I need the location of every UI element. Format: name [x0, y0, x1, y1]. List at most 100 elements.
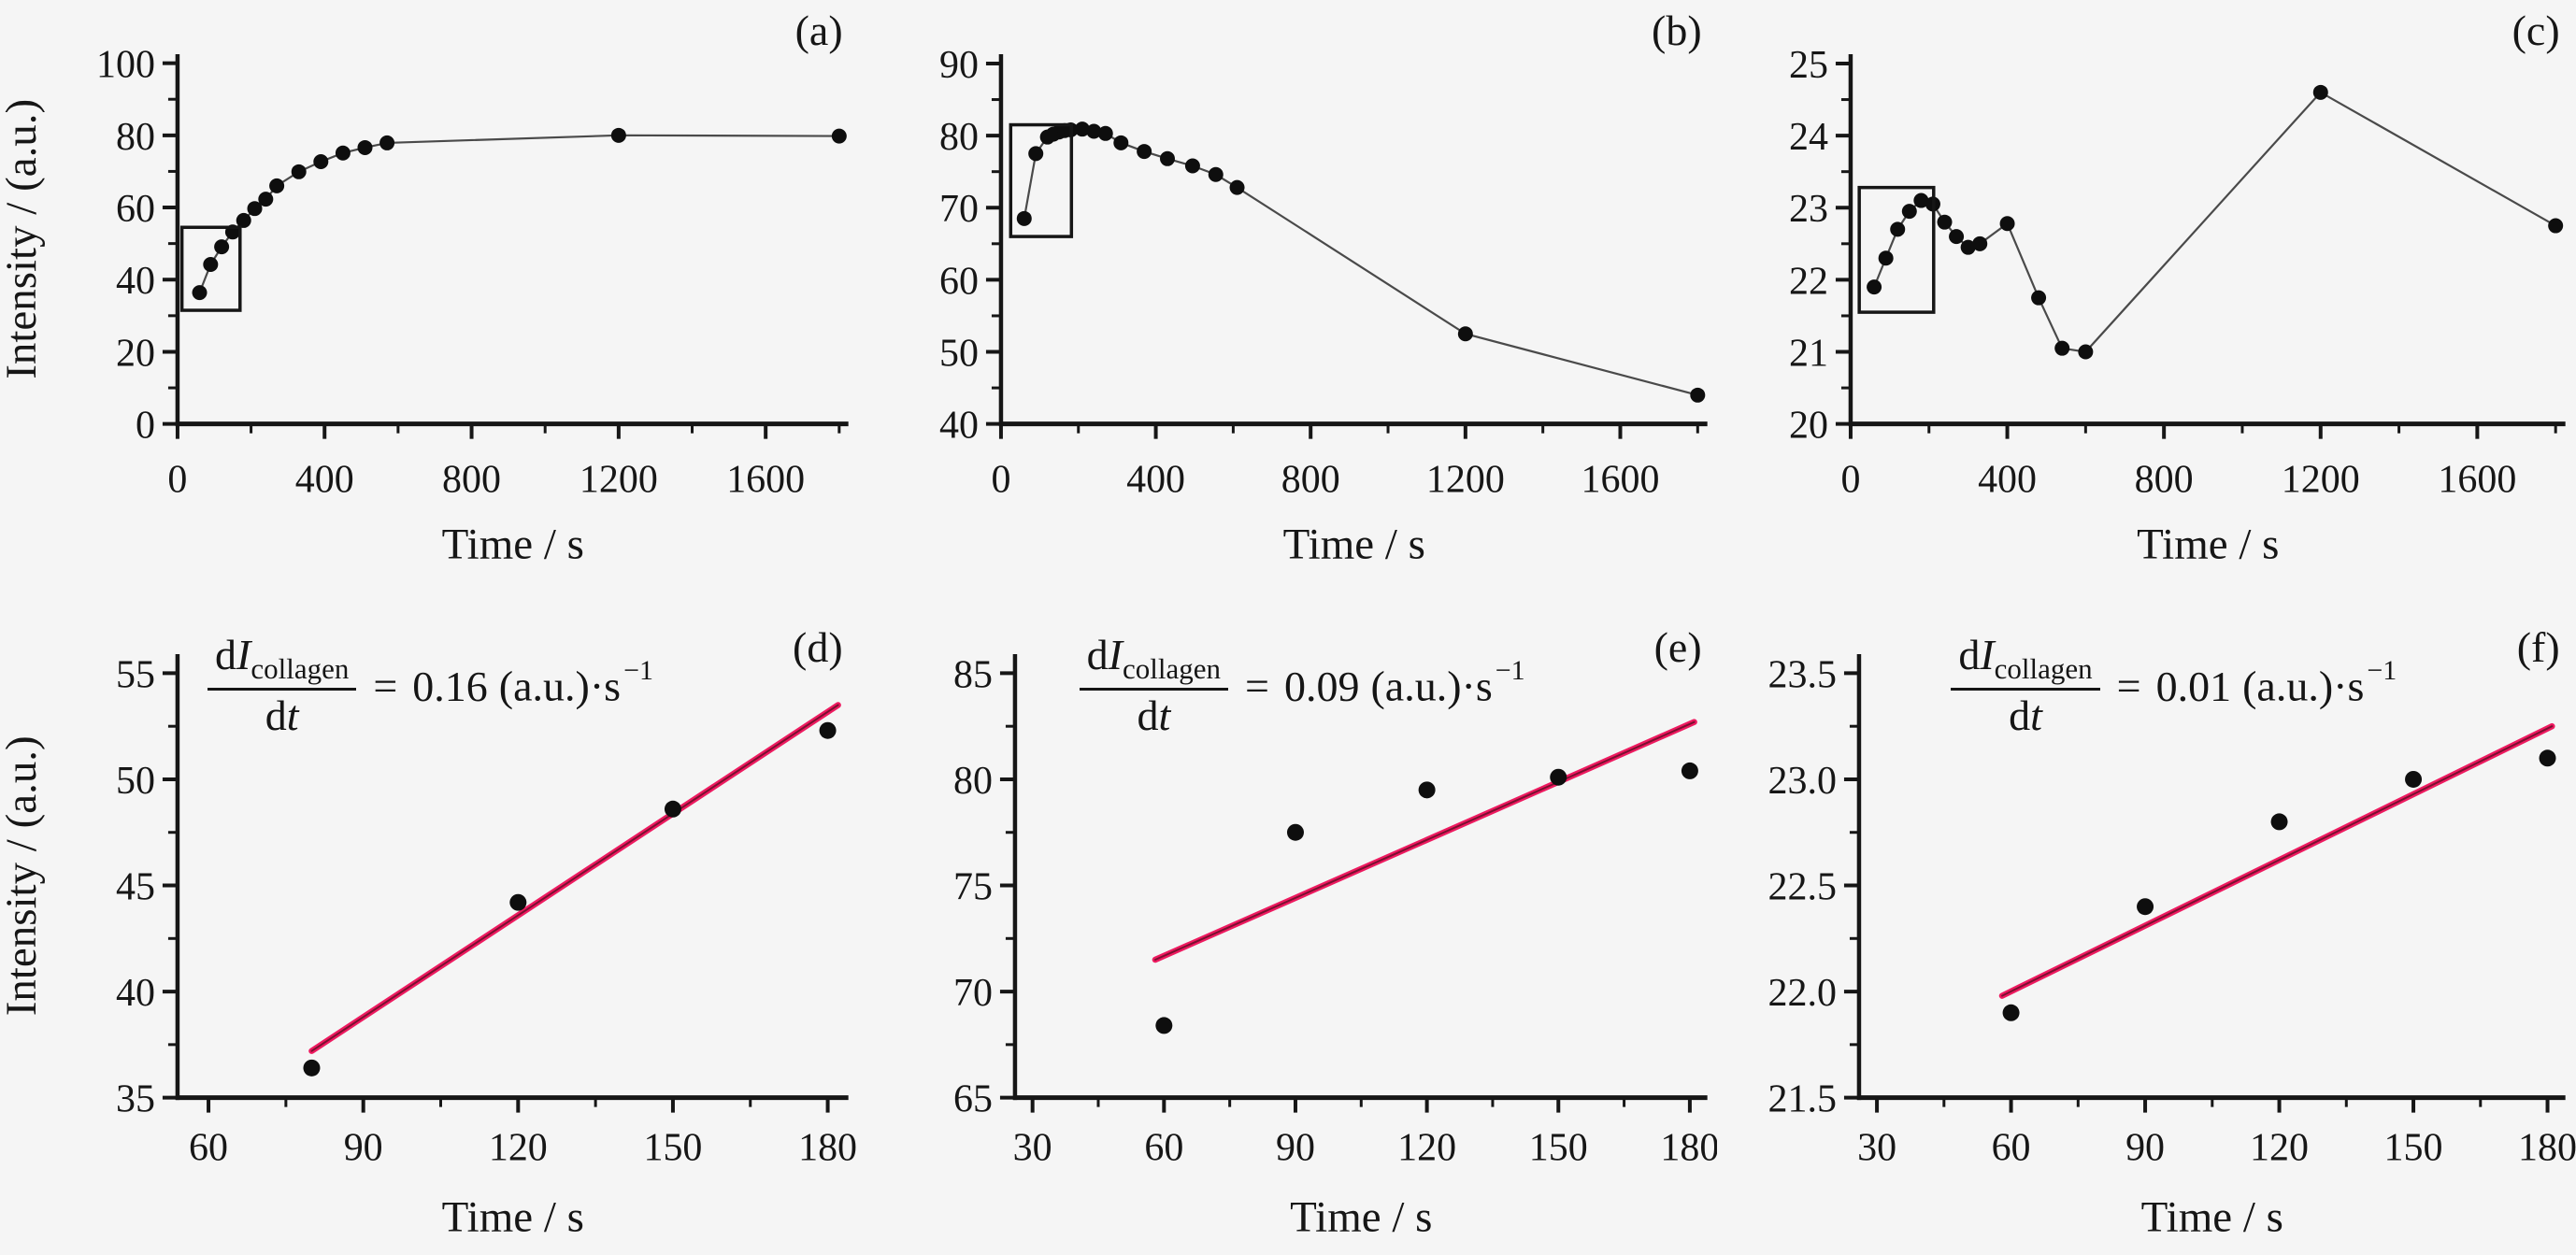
chart-e: 30 60 90 120 150 180 65 70 75 80 85 Time / s (e): [953, 628, 1718, 1242]
data-point: [192, 285, 208, 301]
chart-b: 0 400 800 1200 1600 40 50 60 70 80 90 Time / s (b): [939, 7, 1708, 569]
x-tick-label: 1600: [2439, 459, 2517, 502]
chart-f: 30 60 90 120 150 180 21.5 22.0 22.5 23.0 23.5 Time …: [1768, 628, 2576, 1242]
data-point: [1913, 193, 1929, 208]
x-tick-label: 90: [1276, 1126, 1315, 1169]
region-of-interest-box: [179, 225, 242, 312]
y-tick-label: 23: [1789, 188, 1828, 231]
y-tick-label: 90: [939, 44, 979, 87]
data-point: [269, 178, 285, 193]
x-tick-label: 800: [2135, 459, 2194, 502]
x-tick-label: 180: [2518, 1126, 2576, 1169]
series-line: [1873, 91, 2557, 353]
x-tick-label: 1200: [2282, 459, 2360, 502]
data-point: [2313, 84, 2329, 100]
panel-letter: (f): [2517, 628, 2560, 671]
data-point: [303, 1059, 321, 1077]
y-tick-label: 35: [116, 1077, 155, 1120]
data-point: [1549, 768, 1567, 786]
panel-letter: (e): [1653, 628, 1701, 671]
y-tick-label: 40: [116, 260, 155, 303]
x-tick-label: 30: [1012, 1126, 1052, 1169]
data-point: [1949, 229, 1965, 245]
data-point: [203, 257, 219, 273]
x-tick-label: 150: [1528, 1126, 1587, 1169]
chart-a: 0 400 800 1200 1600 0 20 40 60 80 100 Time / s Inten…: [0, 7, 849, 569]
panel-letter: (d): [793, 628, 843, 671]
data-point: [291, 164, 307, 179]
data-point: [1890, 221, 1906, 237]
data-point: [1999, 216, 2015, 232]
rate-value: = 0.09 (a.u.)·s −1: [1245, 655, 1525, 710]
derivative-fraction: dIcollagen dt: [1951, 633, 2100, 739]
y-tick-label: 50: [116, 759, 155, 802]
data-point: [1159, 150, 1175, 166]
x-tick-label: 60: [189, 1126, 228, 1169]
fraction-denominator: dt: [1137, 692, 1171, 740]
x-tick-label: 0: [1841, 459, 1861, 502]
fraction-denominator: dt: [265, 692, 299, 740]
x-tick-label: 180: [1660, 1126, 1717, 1169]
y-tick-label: 80: [116, 116, 155, 159]
data-point: [236, 212, 251, 228]
series-line: [198, 134, 839, 293]
fraction-numerator: dIcollagen: [1951, 633, 2100, 692]
x-axis-title: Time / s: [442, 521, 584, 569]
x-tick-label: 800: [442, 459, 501, 502]
data-point: [2054, 340, 2070, 356]
data-point: [2539, 749, 2556, 766]
x-tick-label: 800: [1281, 459, 1339, 502]
y-tick-label: 45: [116, 865, 155, 908]
y-tick-label: 65: [953, 1077, 993, 1120]
y-tick-label: 24: [1789, 116, 1828, 159]
y-tick-label: 80: [953, 759, 993, 802]
y-tick-label: 25: [1789, 44, 1828, 87]
data-point: [1154, 1016, 1172, 1034]
x-axis-title: Time / s: [1290, 1192, 1432, 1241]
data-point: [1286, 823, 1304, 841]
data-point: [2270, 812, 2288, 830]
y-tick-label: 70: [939, 188, 979, 231]
x-tick-label: 30: [1857, 1126, 1896, 1169]
x-tick-label: 1200: [580, 459, 658, 502]
x-tick-label: 120: [1397, 1126, 1456, 1169]
data-point: [1027, 146, 1043, 162]
fit-line-core: [1153, 720, 1696, 961]
y-tick-label: 55: [116, 653, 155, 696]
data-point: [1937, 214, 1953, 230]
x-tick-label: 0: [167, 459, 187, 502]
x-tick-label: 120: [489, 1126, 548, 1169]
x-tick-label: 150: [2384, 1126, 2443, 1169]
y-tick-label: 50: [939, 333, 979, 376]
data-point: [610, 127, 626, 143]
x-tick-label: 0: [991, 459, 1010, 502]
fraction-numerator: dIcollagen: [208, 633, 357, 692]
x-tick-label: 400: [1126, 459, 1185, 502]
y-tick-label: 22.0: [1768, 972, 1837, 1015]
data-point: [2002, 1004, 2020, 1021]
x-tick-label: 1600: [726, 459, 805, 502]
panel-d: 60 90 120 150 180 35 40 45 50 55 Time / s Intensity…: [0, 628, 859, 1255]
x-axis-title: Time / s: [1282, 521, 1424, 569]
y-tick-label: 21: [1789, 333, 1828, 376]
panel-f: 30 60 90 120 150 180 21.5 22.0 22.5 23.0 23.5 Time …: [1717, 628, 2576, 1255]
data-point: [1016, 210, 1032, 226]
data-point: [2137, 897, 2154, 915]
y-tick-label: 60: [939, 260, 979, 303]
panel-letter: (a): [795, 7, 843, 54]
series-line: [1023, 128, 1698, 396]
chart-d: 60 90 120 150 180 35 40 45 50 55 Time / s Intensity…: [0, 628, 857, 1242]
panel-a: 0 400 800 1200 1600 0 20 40 60 80 100 Time / s Inten…: [0, 0, 859, 628]
panel-c: 0 400 800 1200 1600 20 21 22 23 24 25 Time / s (c): [1717, 0, 2576, 628]
data-point: [1074, 121, 1090, 137]
region-of-interest-box: [1009, 122, 1073, 238]
data-point: [819, 721, 837, 739]
x-axis-title: Time / s: [442, 1192, 584, 1241]
x-tick-label: 180: [798, 1126, 857, 1169]
data-point: [335, 145, 351, 161]
panel-b: 0 400 800 1200 1600 40 50 60 70 80 90 Time / s (b): [859, 0, 1718, 628]
data-point: [2078, 344, 2094, 360]
x-tick-label: 1600: [1581, 459, 1659, 502]
data-point: [258, 192, 274, 207]
